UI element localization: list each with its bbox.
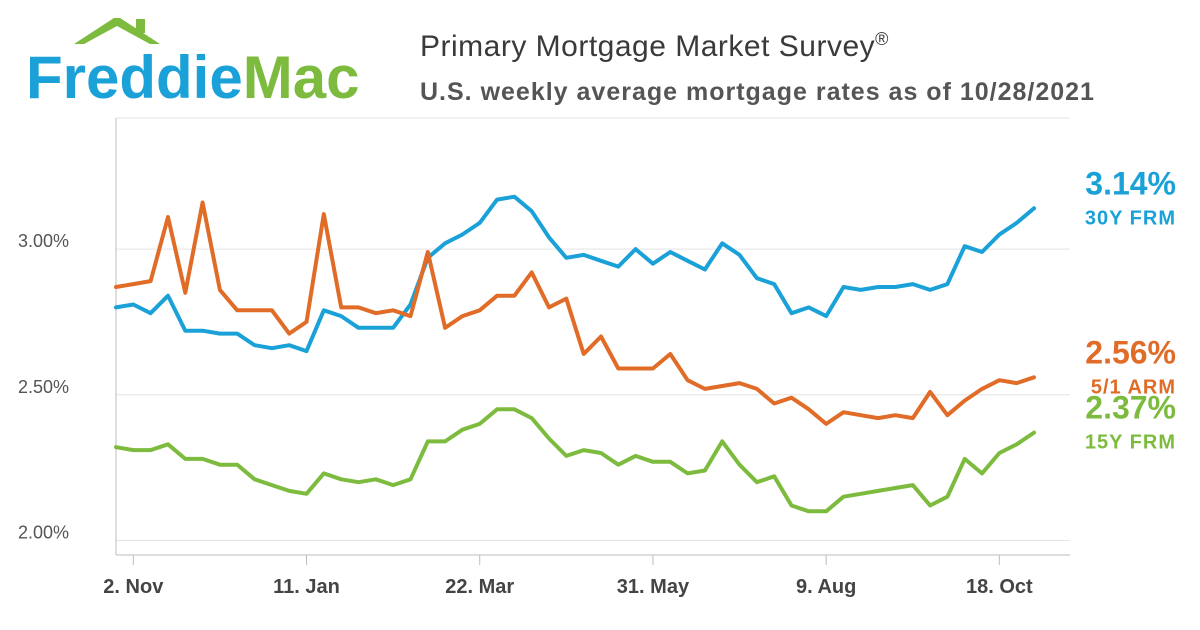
chart-title: Primary Mortgage Market Survey® [420,30,889,64]
x-tick-label: 11. Jan [273,576,340,598]
x-tick-label: 18. Oct [966,576,1033,598]
series-line-5-1-arm [114,200,1036,426]
x-tick-label: 22. Mar [445,576,514,598]
y-tick-label: 3.00% [18,231,69,251]
series-line-15y-frm [114,407,1036,514]
series-line-30y-frm [114,194,1036,354]
freddie-mac-logo: FreddieMac [22,16,392,113]
registered-mark: ® [875,29,889,49]
chart-title-text: Primary Mortgage Market Survey [420,30,876,63]
end-value-label: 3.14% [1085,165,1176,201]
y-tick-label: 2.50% [18,377,69,397]
series-name-label: 30Y FRM [1085,207,1176,229]
house-roof-icon [74,16,160,44]
series-name-label: 5/1 ARM [1091,376,1176,398]
svg-text:FreddieMac: FreddieMac [26,44,359,108]
house-chimney-icon [136,19,145,33]
x-tick-label: 9. Aug [796,576,856,598]
series-lines [114,194,1036,514]
end-value-label: 2.37% [1085,390,1176,426]
logo-graphic: FreddieMac [26,16,359,111]
series-name-label: 15Y FRM [1085,432,1176,454]
x-tick-label: 2. Nov [103,576,164,598]
logo-text-mac: Mac [243,44,360,108]
axes [115,118,1070,565]
end-value-label: 2.56% [1085,334,1176,370]
x-tick-label: 31. May [617,576,690,598]
logo-text-freddie: Freddie [26,44,243,108]
chart-subtitle: U.S. weekly average mortgage rates as of… [420,78,1095,106]
y-tick-label: 2.00% [18,522,69,542]
axis-labels: 2.00% 2.50% 3.00% 2. Nov 11. Jan 22. Mar 31. M… [18,165,1176,598]
grid-lines [116,117,1070,541]
